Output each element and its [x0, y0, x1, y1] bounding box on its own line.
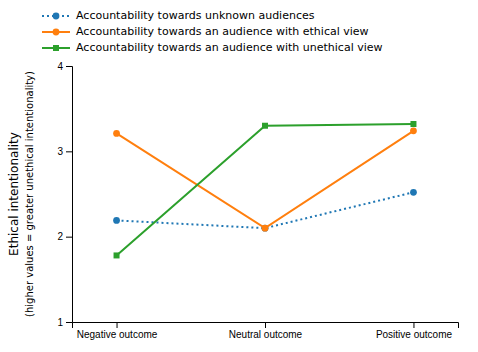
legend: Accountability towards unknown audiences… [42, 9, 383, 54]
series-marker [410, 189, 417, 196]
x-tick-label: Neutral outcome [229, 329, 303, 340]
series-marker [114, 252, 120, 258]
legend-label: Accountability towards unknown audiences [76, 9, 315, 22]
y-tick: 4 [57, 61, 72, 72]
y-tick-label: 2 [57, 231, 63, 242]
series-marker [113, 217, 120, 224]
x-tick-label: Positive outcome [376, 329, 453, 340]
legend-marker [53, 29, 60, 36]
y-tick-label: 3 [57, 146, 63, 157]
y-tick: 1 [57, 317, 72, 328]
legend-marker [53, 13, 60, 20]
x-tick: Neutral outcome [229, 322, 303, 340]
x-tick: Positive outcome [376, 322, 453, 340]
series-line [117, 131, 414, 228]
y-tick-mark [66, 66, 72, 67]
legend-item: Accountability towards an audience with … [42, 25, 369, 38]
x-axis: Negative outcome Neutral outcome Positive … [73, 322, 459, 340]
series-marker [262, 123, 268, 129]
chart: 1 2 3 4 Negative outcome Neutral outcome Posit… [0, 0, 478, 352]
y-tick-label: 4 [57, 61, 63, 72]
series-line [117, 192, 414, 228]
legend-item: Accountability towards unknown audiences [42, 9, 315, 22]
y-axis-line [66, 67, 73, 323]
series [113, 189, 417, 232]
x-axis-line [73, 323, 459, 329]
x-tick-label: Negative outcome [77, 329, 158, 340]
series-marker [410, 127, 417, 134]
y-tick-mark [66, 322, 72, 323]
x-tick-mark [265, 322, 266, 328]
series [113, 127, 417, 231]
y-tick: 3 [57, 146, 72, 157]
y-axis-title: Ethical intentionality [7, 132, 21, 256]
x-tick: Negative outcome [77, 322, 158, 340]
plot: 1 2 3 4 Negative outcome Neutral outcome Posit… [57, 61, 458, 340]
legend-label: Accountability towards an audience with … [76, 25, 369, 38]
series-marker [262, 225, 269, 232]
marks [113, 121, 417, 258]
y-axis-title: (higher values = greater unethical inten… [24, 71, 35, 317]
series-marker [113, 130, 120, 137]
y-tick-label: 1 [57, 317, 63, 328]
y-tick: 2 [57, 231, 72, 242]
x-tick-mark [413, 322, 414, 328]
series-line [117, 124, 414, 255]
series-marker [262, 225, 269, 232]
y-tick-mark [66, 237, 72, 238]
legend-item: Accountability towards an audience with … [42, 41, 383, 54]
legend-label: Accountability towards an audience with … [76, 41, 383, 54]
legend-marker [53, 45, 59, 51]
series-marker [410, 121, 416, 127]
y-axis: 1 2 3 4 [57, 61, 72, 328]
x-tick-mark [117, 322, 118, 328]
y-tick-mark [66, 151, 72, 152]
series [114, 121, 417, 258]
